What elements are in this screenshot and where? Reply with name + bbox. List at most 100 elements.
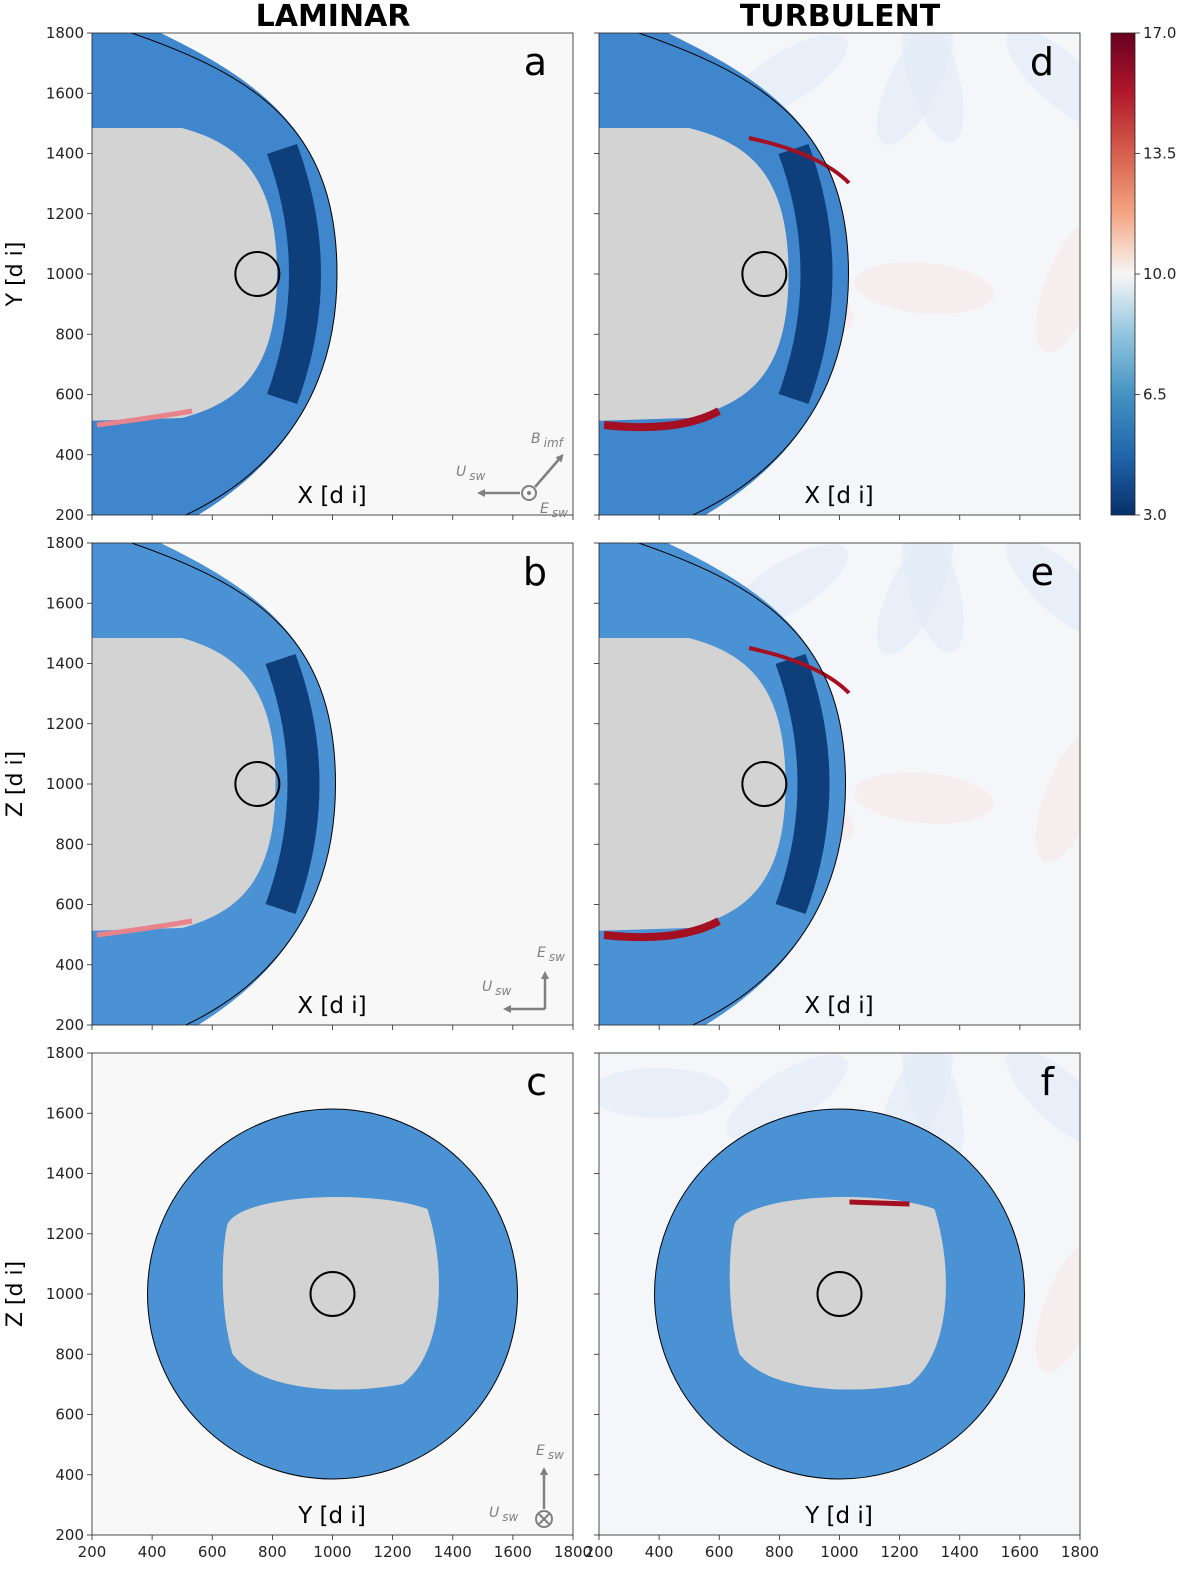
x-tick-label: 1800	[1061, 1543, 1099, 1561]
y-tick-label: 1000	[46, 1285, 84, 1303]
x-tick-label: 1800	[554, 1543, 592, 1561]
e-label-sub: sw	[549, 950, 565, 964]
panel-c: c Y [d i] 200 400 600 800 1000 1200 1400 1600 1800…	[3, 1044, 592, 1561]
red-density-edge	[96, 918, 193, 938]
body-circle	[816, 1271, 863, 1317]
turbulence-swirl	[726, 1054, 848, 1140]
y-tick-label: 800	[55, 835, 84, 853]
y-tick-label: 200	[55, 1016, 84, 1034]
x-tick-label: 1200	[881, 1543, 919, 1561]
x-tick-label: 1600	[494, 1543, 532, 1561]
y-tick-label: 1000	[46, 775, 84, 793]
bow-shock-line	[147, 1108, 518, 1480]
bow-shock-line	[130, 543, 337, 1025]
cavity	[92, 128, 278, 421]
u-label-sub: sw	[495, 984, 511, 998]
cavity	[222, 1197, 439, 1390]
x-tick-label: 800	[258, 1543, 287, 1561]
red-density-edge	[603, 917, 721, 942]
panel-label: b	[523, 550, 547, 594]
bow-shock-line	[130, 33, 338, 515]
turbulence-swirl	[1035, 220, 1080, 352]
u-in-cross	[538, 1513, 550, 1525]
y-tick-label: 600	[55, 386, 84, 404]
panel-b: b X [d i] 200 400 600 800 1000 1200 1400 1600 1800…	[3, 534, 574, 1034]
x-tick-label: 400	[645, 1543, 674, 1561]
cavity	[92, 638, 276, 931]
y-tick-label: 1400	[46, 1165, 84, 1183]
y-tick-label: 400	[55, 446, 84, 464]
e-label-sub: sw	[548, 1448, 564, 1462]
colorbar-gradient	[1110, 32, 1136, 516]
y-tick-label: 200	[55, 1526, 84, 1544]
y-tick-label: 400	[55, 1466, 84, 1484]
x-tick-label: 400	[138, 1543, 167, 1561]
y-tick-label: 800	[55, 1345, 84, 1363]
x-tick-label: 1400	[434, 1543, 472, 1561]
y-tick-label: 1800	[46, 534, 84, 552]
cavity	[729, 1197, 946, 1390]
y-tick-label: 1400	[46, 655, 84, 673]
dense-sheath-layer	[775, 654, 830, 914]
x-tick-label: 1400	[941, 1543, 979, 1561]
b-label-sub: imf	[544, 436, 565, 450]
panel-label: c	[526, 1060, 547, 1104]
turbulence-swirl	[854, 262, 994, 314]
panel-label: d	[1030, 40, 1054, 84]
x-tick-label: 1600	[1001, 1543, 1039, 1561]
e-out-symbol	[521, 485, 537, 501]
x-axis-label: X [d i]	[804, 483, 873, 509]
bow-shock-line	[637, 543, 847, 1025]
bow-shock-line	[654, 1108, 1025, 1480]
red-density-edge	[849, 1199, 910, 1207]
col-title-turbulent: TURBULENT	[740, 0, 941, 34]
bow-shock-line	[637, 33, 850, 515]
panel-e: e X [d i]	[594, 542, 1081, 1030]
panel-f: f Y [d i] 200 400 600 800 1000 1200 1400 1600 1800	[585, 1052, 1099, 1561]
turbulence-swirl	[876, 543, 954, 655]
y-tick-label: 1000	[46, 265, 84, 283]
y-tick-label: 1200	[46, 1225, 84, 1243]
panel-label: f	[1041, 1060, 1056, 1104]
body-circle	[309, 1271, 356, 1317]
turbulence-swirl	[1035, 730, 1080, 862]
x-tick-label: 200	[585, 1543, 614, 1561]
panel-label: a	[524, 40, 547, 84]
u-label-sub: sw	[502, 1510, 518, 1524]
panel-a: a X [d i] 200 400 600 800 1000 1200 1400 1600 1800…	[3, 24, 574, 524]
y-axis-label: Y [d i]	[3, 242, 28, 308]
turbulence-swirl	[599, 1068, 729, 1118]
panel-d: d X [d i]	[594, 32, 1081, 520]
u-in-symbol	[535, 1510, 553, 1528]
colorbar-tick-label: 13.5	[1143, 145, 1176, 163]
y-axis-label: Z [d i]	[3, 1261, 28, 1327]
turbulence-swirl	[876, 33, 954, 145]
y-tick-label: 1800	[46, 1044, 84, 1062]
y-tick-label: 1600	[46, 1104, 84, 1122]
x-tick-label: 600	[198, 1543, 227, 1561]
y-tick-label: 1600	[46, 84, 84, 102]
colorbar-tick-label: 17.0	[1143, 24, 1176, 42]
x-axis-label: X [d i]	[297, 483, 366, 509]
red-density-edge	[748, 136, 851, 185]
x-axis-label: X [d i]	[804, 993, 873, 1019]
y-tick-label: 1400	[46, 145, 84, 163]
b-arrow	[534, 453, 564, 488]
panel-a-field	[92, 33, 573, 515]
col-title-laminar: LAMINAR	[256, 0, 411, 34]
panel-d-field	[599, 33, 1080, 515]
y-tick-label: 1800	[46, 24, 84, 42]
red-density-edge	[748, 646, 851, 695]
y-tick-label: 1200	[46, 715, 84, 733]
body-circle	[741, 761, 788, 807]
red-density-edge	[96, 408, 193, 428]
x-tick-label: 200	[78, 1543, 107, 1561]
colorbar-tick-label: 6.5	[1143, 386, 1167, 404]
